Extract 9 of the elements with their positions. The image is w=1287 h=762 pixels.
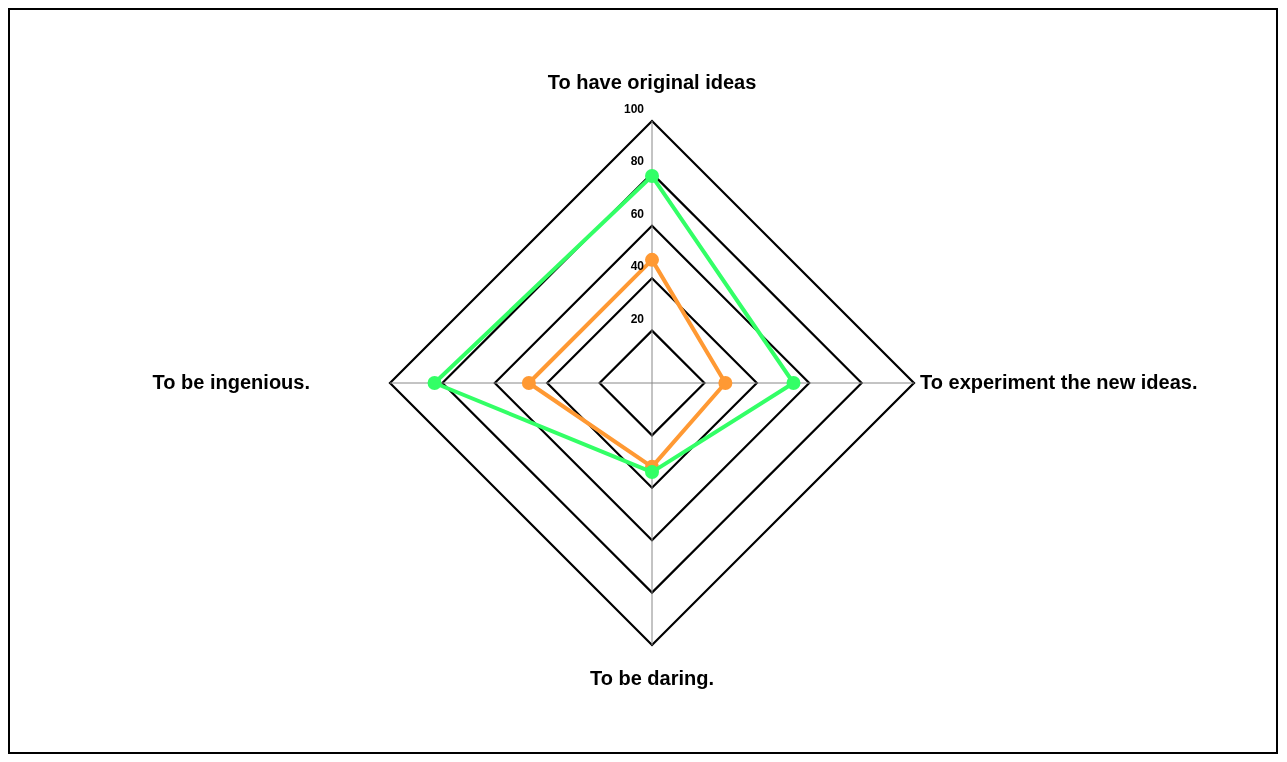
spoke-label: To be daring. bbox=[589, 667, 715, 689]
y-tick-label: 100 bbox=[623, 102, 645, 116]
y-tick-label: 40 bbox=[630, 259, 645, 274]
y-tick-label: 80 bbox=[630, 154, 645, 169]
spoke-label: To have original ideas bbox=[547, 71, 757, 93]
spoke-label: To experiment the new ideas. bbox=[920, 371, 1198, 393]
y-tick-label: 20 bbox=[630, 311, 645, 326]
y-tick-label: 60 bbox=[630, 206, 645, 221]
spoke-label: To be ingenious. bbox=[152, 371, 310, 393]
